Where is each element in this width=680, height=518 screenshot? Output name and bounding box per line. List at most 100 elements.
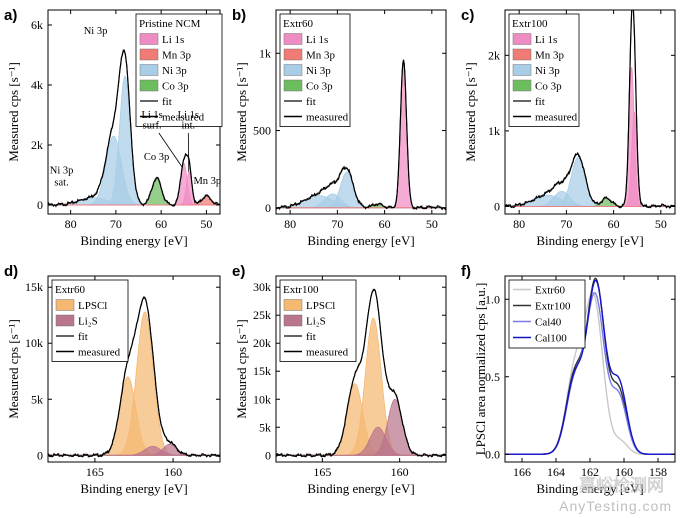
legend-swatch-c-2	[512, 64, 532, 76]
legend-swatch-a-2	[139, 64, 159, 76]
legend-label-e-1: Li₂S	[306, 316, 326, 328]
panel-letter-a: a)	[4, 7, 17, 24]
y-axis-title-b: Measured cps [s⁻¹]	[234, 62, 249, 162]
plot-area-d	[48, 296, 220, 458]
y-axis-title-c: Measured cps [s⁻¹]	[463, 62, 478, 162]
y-tick-label-a-0: 0	[37, 198, 43, 212]
panel-f: 166 164 162 160 158 0.0 0.5 1.0 Binding energy […	[461, 263, 676, 496]
y-tick-label-b-0: 0	[265, 201, 271, 215]
axes-frame-d	[47, 275, 221, 463]
legend-swatch-d-1	[55, 314, 75, 327]
y-tick-label-a-1: 2k	[31, 138, 43, 152]
legend-label-b-5: measured	[306, 112, 349, 124]
panel-letter-b: b)	[232, 7, 246, 24]
x-tick-label-f-1: 164	[547, 465, 565, 479]
legend-swatch-a-1	[139, 48, 159, 61]
x-tick-label-a-1: 70	[110, 217, 122, 231]
y-tick-label-b-1: 500	[253, 124, 271, 138]
y-tick-label-d-3: 15k	[25, 280, 43, 294]
annotation-a-8: Mn 3p	[193, 176, 221, 187]
legend-label-b-2: Ni 3p	[306, 65, 331, 77]
plot-area-e	[276, 288, 446, 458]
panel-c: 80 70 60 50 0 1k 2k Binding energy [eV] Measured…	[461, 7, 676, 248]
y-axis-title-d: Measured cps [s⁻¹]	[6, 319, 21, 419]
legend-label-e-3: measured	[306, 347, 349, 359]
y-tick-label-c-2: 2k	[488, 48, 500, 62]
y-tick-label-f-1: 0.5	[485, 370, 500, 384]
legend-label-a-2: Ni 3p	[162, 65, 187, 77]
x-tick-label-b-0: 80	[284, 217, 296, 231]
legend-d: Extr60 LPSCl Li₂S fit measured	[51, 279, 129, 362]
legend-label-a-3: Co 3p	[162, 81, 189, 93]
measured-line-e	[276, 288, 446, 458]
panel-letter-d: d)	[4, 263, 18, 280]
axes-frame-c	[504, 9, 676, 215]
legend-label-f-3: Cal100	[535, 333, 567, 345]
x-tick-label-c-2: 60	[608, 217, 620, 231]
x-tick-label-d-0: 165	[86, 465, 104, 479]
measured-line-b	[276, 60, 446, 211]
panel-a: 80 70 60 50 0 2k 4k 6k Binding energy [eV] Measur…	[4, 7, 223, 248]
x-axis-title-d: Binding energy [eV]	[80, 481, 187, 496]
component-c-2	[505, 156, 675, 207]
axes-frame-e	[275, 275, 447, 463]
x-tick-label-e-0: 165	[313, 465, 331, 479]
x-tick-label-b-1: 70	[331, 217, 343, 231]
legend-label-b-3: Co 3p	[306, 81, 333, 93]
legend-label-a-4: fit	[162, 96, 172, 108]
y-axis-title-f: LPSCl area normalized cps [a.u.]	[473, 283, 488, 456]
legend-a: Pristine NCM Li 1s Mn 3p Ni 3p Co 3p fit measu…	[135, 13, 223, 127]
x-tick-label-c-3: 50	[655, 217, 667, 231]
y-tick-label-d-0: 0	[37, 448, 43, 462]
y-tick-label-a-2: 4k	[31, 78, 43, 92]
legend-swatch-a-0	[139, 33, 159, 45]
x-tick-label-a-0: 80	[65, 217, 77, 231]
legend-label-d-1: Li₂S	[78, 316, 98, 328]
legend-swatch-b-0	[283, 33, 303, 45]
legend-title-a: Pristine NCM	[139, 18, 201, 30]
x-tick-label-e-1: 160	[391, 465, 409, 479]
y-axis-title-a: Measured cps [s⁻¹]	[6, 62, 21, 162]
annotation-a-1: Ni 3p	[50, 166, 74, 177]
x-axis-title-b: Binding energy [eV]	[307, 233, 414, 248]
x-tick-label-f-0: 166	[513, 465, 531, 479]
panel-letter-f: f)	[461, 263, 471, 280]
measured-line-d	[48, 296, 220, 458]
legend-swatch-d-0	[55, 299, 75, 311]
x-tick-label-b-3: 50	[426, 217, 438, 231]
legend-swatch-e-0	[283, 299, 303, 311]
legend-swatch-a-3	[139, 79, 159, 92]
legend-label-e-2: fit	[306, 331, 316, 343]
plot-area-b	[276, 59, 446, 211]
watermark-main: 嘉峪检测网	[579, 476, 664, 496]
x-tick-label-f-4: 158	[649, 465, 667, 479]
legend-box-f	[508, 279, 586, 349]
legend-swatch-c-3	[512, 79, 532, 92]
legend-label-f-0: Extr60	[535, 285, 565, 297]
legend-title-e: Extr100	[283, 284, 319, 296]
y-tick-label-b-2: 1k	[259, 46, 271, 60]
x-axis-title-a: Binding energy [eV]	[80, 233, 187, 248]
legend-swatch-e-1	[283, 314, 303, 327]
annotation-a-5: surf.	[143, 121, 162, 132]
annotation-a-7: int.	[181, 121, 195, 132]
x-tick-label-f-2: 162	[581, 465, 599, 479]
legend-label-c-5: measured	[535, 112, 578, 124]
y-tick-label-e-1: 5k	[259, 420, 271, 434]
legend-label-f-2: Cal40	[535, 317, 562, 329]
plot-area-f	[505, 277, 675, 455]
legend-swatch-c-1	[512, 48, 532, 61]
panel-d: 165 160 0 5k 10k 15k Binding energy [eV] Measur…	[4, 263, 221, 496]
y-tick-label-f-0: 0.0	[485, 447, 500, 461]
y-tick-label-c-0: 0	[494, 199, 500, 213]
x-axis-title-f: Binding energy [eV]	[536, 481, 643, 496]
y-tick-label-e-5: 25k	[253, 308, 271, 322]
component-a-6	[48, 195, 220, 206]
legend-title-c: Extr100	[512, 18, 548, 30]
legend-f: Extr60 Extr100 Cal40 Cal100	[508, 279, 586, 349]
legend-title-d: Extr60	[55, 284, 85, 296]
plot-area-a	[48, 49, 220, 208]
panel-letter-e: e)	[232, 263, 245, 280]
legend-label-b-1: Mn 3p	[306, 50, 336, 62]
